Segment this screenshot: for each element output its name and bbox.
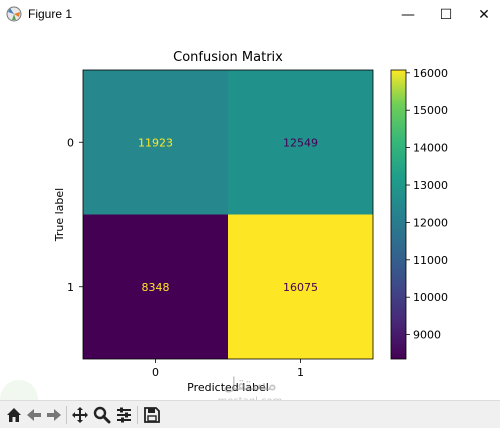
colorbar [390, 69, 407, 360]
navigation-toolbar [0, 400, 500, 428]
colorbar-tick-label: 16000 [413, 67, 448, 80]
forward-button[interactable] [44, 405, 64, 425]
configure-subplots-button[interactable] [114, 405, 134, 425]
pan-icon [72, 407, 88, 423]
back-arrow-icon [27, 409, 41, 421]
watermark-arabic: مستقل [223, 374, 277, 395]
zoom-icon [93, 406, 111, 424]
toolbar-separator [137, 406, 138, 424]
confusion-matrix-chart: Confusion Matrix 11923 12549 8348 16075 0 1 0 1 P… [53, 50, 448, 394]
cell-value-label: 16075 [283, 281, 318, 294]
maximize-button[interactable]: ☐ [428, 0, 464, 30]
window-title: Figure 1 [28, 7, 73, 21]
back-button[interactable] [24, 405, 44, 425]
close-icon: ✕ [478, 7, 490, 23]
save-icon [144, 407, 160, 423]
heatmap-cell [228, 214, 373, 359]
matplotlib-app-icon [6, 6, 22, 22]
colorbar-tick-label: 12000 [413, 216, 448, 229]
y-tick-label: 0 [67, 136, 74, 149]
chart-title: Confusion Matrix [173, 50, 283, 65]
figure-canvas[interactable]: Confusion Matrix 11923 12549 8348 16075 0 1 0 1 P… [0, 30, 500, 400]
heatmap-cell [83, 70, 228, 215]
x-tick-label: 1 [297, 366, 304, 379]
y-axis-label: True label [53, 188, 66, 242]
colorbar-tick-label: 11000 [413, 254, 448, 267]
home-button[interactable] [4, 405, 24, 425]
close-button[interactable]: ✕ [466, 0, 500, 30]
maximize-icon: ☐ [439, 7, 453, 23]
x-tick-label: 0 [152, 366, 159, 379]
x-axis-label: Predicted label [187, 381, 269, 394]
minimize-button[interactable]: — [390, 0, 426, 30]
pan-button[interactable] [70, 405, 90, 425]
zoom-button[interactable] [92, 405, 112, 425]
home-icon [7, 408, 21, 422]
save-button[interactable] [142, 405, 162, 425]
colorbar-tick-label: 14000 [413, 142, 448, 155]
colorbar-tick-label: 9000 [413, 329, 441, 342]
colorbar-tick-label: 15000 [413, 104, 448, 117]
subplots-icon [117, 407, 131, 423]
colorbar-tick-label: 13000 [413, 179, 448, 192]
heatmap-cell [228, 70, 373, 215]
axes-frame [82, 69, 374, 360]
window-title-bar: Figure 1 — ☐ ✕ [0, 0, 500, 31]
heatmap-cell [83, 214, 228, 359]
toolbar-separator [66, 406, 67, 424]
minimize-icon: — [401, 7, 415, 23]
forward-arrow-icon [47, 409, 61, 421]
y-tick-label: 1 [67, 281, 74, 294]
cell-value-label: 12549 [283, 136, 318, 149]
cell-value-label: 11923 [138, 136, 173, 149]
cell-value-label: 8348 [142, 281, 170, 294]
colorbar-tick-label: 10000 [413, 291, 448, 304]
